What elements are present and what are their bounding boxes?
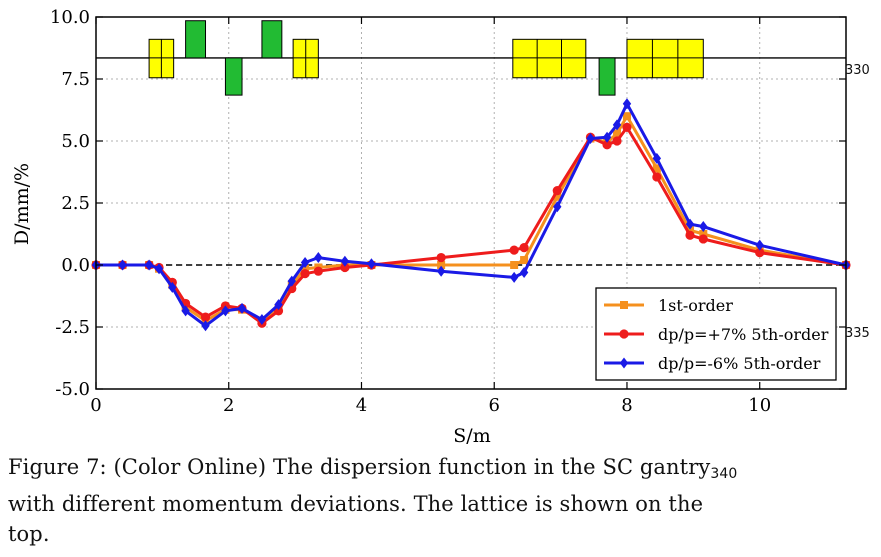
series-1-point-17	[509, 245, 519, 255]
dispersion-chart: 0 2 4 6 8 10 -5.0 -2.5 0.0 2.5 5.0 7.5 10.0 S/m D/mm…	[11, 7, 851, 447]
series-2-point-18	[519, 266, 529, 278]
series-2-point-10	[274, 299, 283, 311]
legend-label-0: 1st-order	[658, 296, 733, 315]
line-number-340: 340	[710, 466, 738, 482]
lattice-element-5	[512, 38, 587, 79]
x-tick-label-1: 2	[223, 395, 234, 416]
legend-label-2: dp/p=-6% 5th-order	[658, 354, 821, 373]
x-tick-label-4: 8	[621, 395, 632, 416]
series-1-point-12	[300, 269, 310, 279]
series-1-point-25	[685, 230, 695, 240]
series-2-point-14	[340, 255, 350, 267]
series-1-point-26	[698, 234, 708, 244]
series-2-point-23	[622, 98, 632, 110]
series-2-point-12	[300, 257, 310, 269]
series-2-point-24	[652, 152, 662, 164]
series-2-point-21	[602, 131, 612, 143]
series-2-point-16	[436, 265, 446, 277]
caption-line-1-text: Figure 7: (Color Online) The dispersion …	[8, 455, 711, 479]
lattice-element-6	[598, 57, 616, 96]
series-2-point-7	[221, 305, 230, 317]
series-2-point-8	[237, 302, 247, 314]
axis-ticks: 0 2 4 6 8 10 -5.0 -2.5 0.0 2.5 5.0 7.5 10.0	[50, 7, 846, 416]
series-1-point-27	[755, 248, 765, 258]
series-2-point-27	[755, 239, 764, 251]
y-tick-label-1: -2.5	[55, 317, 90, 338]
series-2-point-15	[367, 258, 376, 270]
series-2-point-1	[118, 259, 127, 271]
series-1-point-16	[436, 252, 446, 263]
series-1-point-13	[313, 266, 323, 276]
series-1-point-19	[552, 186, 562, 196]
series-0-point-26	[699, 230, 708, 238]
y-tick-label-2: 0.0	[61, 255, 90, 276]
lattice-element-3	[261, 20, 283, 59]
legend: 1st-order dp/p=+7% 5th-order dp/p=-6% 5th-…	[595, 287, 837, 381]
x-tick-label-2: 4	[356, 395, 367, 416]
series-0-point-23	[622, 112, 631, 121]
legend-marker-0	[620, 301, 628, 309]
series-0-point-18	[520, 256, 529, 265]
caption-line-1: Figure 7: (Color Online) The dispersion …	[8, 452, 868, 489]
series-0-point-16	[437, 261, 446, 269]
series-0-point-22	[613, 129, 622, 138]
y-tick-label-5: 7.5	[61, 69, 90, 90]
x-tick-label-0: 0	[90, 395, 101, 416]
y-tick-label-3: 2.5	[61, 193, 90, 214]
series-0-point-24	[652, 164, 661, 173]
series-2-point-9	[257, 314, 267, 326]
x-tick-label-5: 10	[748, 395, 771, 416]
series-1-point-22	[612, 136, 622, 146]
legend-marker-1	[619, 329, 629, 339]
series-0-point-19	[553, 192, 562, 201]
line-number-335: 335	[845, 326, 870, 341]
series-2-point-22	[612, 119, 622, 131]
legend-label-1: dp/p=+7% 5th-order	[658, 325, 829, 344]
series-2-point-5	[181, 305, 190, 317]
series-2-point-11	[287, 275, 296, 287]
series-2-point-13	[314, 252, 323, 264]
series-1-point-21	[602, 140, 612, 150]
line-number-330: 330	[845, 63, 870, 78]
series-1-point-24	[652, 172, 662, 182]
series-1-point-18	[519, 243, 529, 253]
series-2-point-17	[509, 271, 519, 283]
series-0-point-25	[686, 226, 695, 235]
series-2-point-19	[553, 201, 562, 213]
series-2-point-2	[144, 259, 154, 271]
lattice-group	[96, 20, 846, 96]
y-axis-label: D/mm/%	[11, 163, 33, 245]
x-tick-label-3: 6	[489, 395, 500, 416]
y-tick-label-0: -5.0	[55, 379, 90, 400]
caption-line-2: with different momentum deviations. The …	[8, 492, 704, 516]
lattice-element-2	[224, 57, 243, 96]
figure-caption: Figure 7: (Color Online) The dispersion …	[8, 452, 868, 549]
series-2-point-26	[699, 221, 708, 233]
x-axis-label: S/m	[453, 425, 490, 447]
y-tick-label-6: 10.0	[50, 7, 90, 28]
series-2-point-20	[586, 133, 595, 145]
series-2	[91, 98, 851, 332]
series-2-point-6	[201, 320, 210, 332]
series-0-point-12	[301, 264, 310, 273]
series-2-point-3	[154, 263, 164, 275]
lattice-element-7	[626, 38, 704, 79]
caption-line-3: top.	[8, 522, 50, 546]
series-2-point-25	[685, 218, 695, 230]
lattice-element-1	[185, 20, 207, 59]
series-2-point-4	[168, 281, 177, 293]
legend-marker-2	[619, 357, 629, 369]
series-1-point-23	[622, 122, 632, 132]
y-tick-label-4: 5.0	[61, 131, 90, 152]
series-1-point-14	[340, 262, 350, 273]
series-0-point-17	[510, 261, 519, 269]
series-1-point-6	[200, 312, 211, 322]
